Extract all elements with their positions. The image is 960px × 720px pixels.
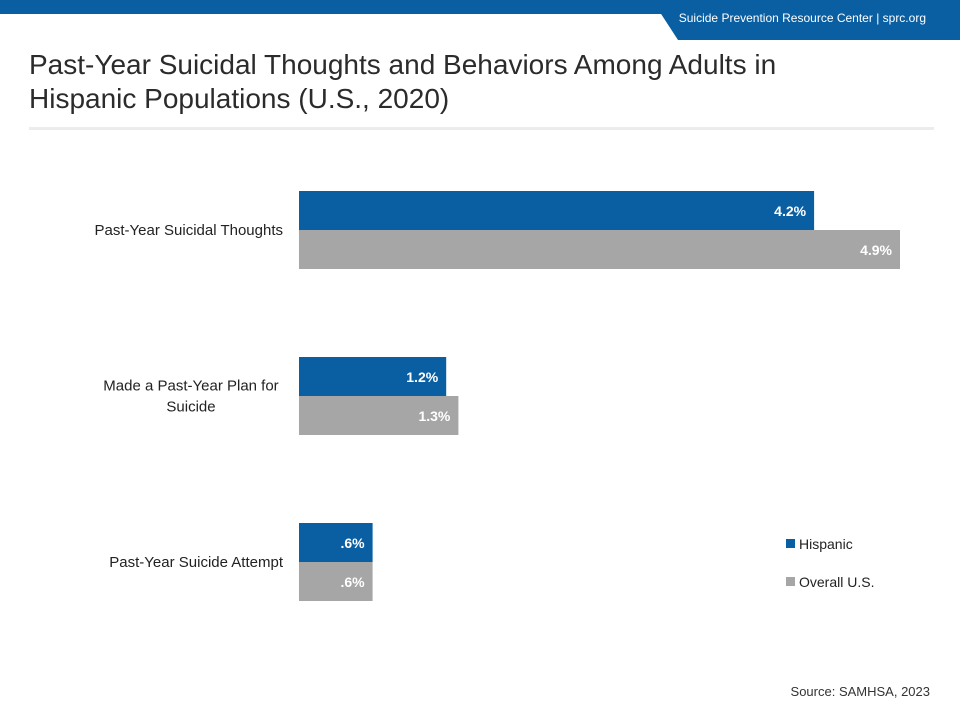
bar-overall [299, 230, 900, 269]
data-label: .6% [340, 574, 365, 590]
category-label: Suicide [166, 399, 215, 416]
bar-overall [299, 562, 373, 601]
category-label: Made a Past-Year Plan for [103, 378, 278, 395]
data-label: 4.9% [860, 242, 892, 258]
data-label: 1.3% [418, 408, 450, 424]
source-note: Source: SAMHSA, 2023 [790, 684, 930, 699]
category-label: Past-Year Suicide Attempt [109, 554, 284, 571]
data-label: 1.2% [406, 369, 438, 385]
legend-swatch-hispanic [786, 539, 795, 548]
data-label: .6% [340, 535, 365, 551]
bar-hispanic [299, 523, 373, 562]
header-text[interactable]: Suicide Prevention Resource Center | spr… [678, 11, 926, 25]
bar-hispanic [299, 357, 447, 396]
legend-swatch-overall [786, 577, 795, 586]
data-label: 4.2% [774, 203, 806, 219]
page-title: Past-Year Suicidal Thoughts and Behavior… [29, 49, 777, 114]
header-tab: Suicide Prevention Resource Center | spr… [652, 0, 960, 40]
title-divider [29, 127, 934, 130]
legend-label-hispanic: Hispanic [799, 536, 853, 552]
bar-hispanic [299, 191, 815, 230]
category-label: Past-Year Suicidal Thoughts [95, 222, 283, 239]
legend-label-overall: Overall U.S. [799, 574, 874, 590]
bar-overall [299, 396, 459, 435]
